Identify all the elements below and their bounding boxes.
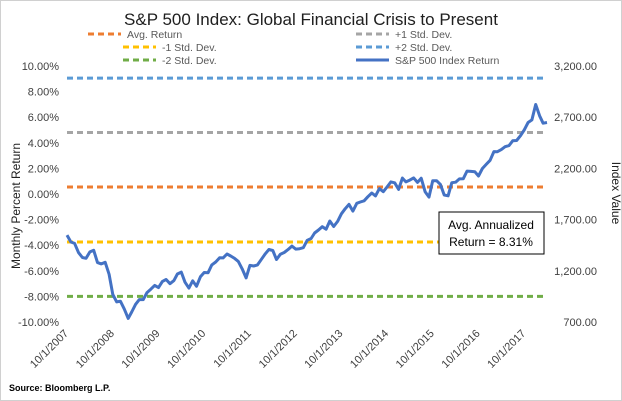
- annotation-box: Avg. Annualized Return = 8.31%: [438, 211, 545, 255]
- x-tick-label: 10/1/2008: [74, 328, 117, 371]
- x-tick-label: 10/1/2012: [257, 328, 300, 371]
- x-tick-label: 10/1/2013: [302, 328, 345, 371]
- y-right-axis-title: Index Value: [609, 162, 621, 225]
- y-left-tick-label: 6.00%: [28, 112, 59, 124]
- chart-title: S&P 500 Index: Global Financial Crisis t…: [124, 10, 498, 29]
- legend-label-plus-1-std: +1 Std. Dev.: [395, 29, 452, 41]
- x-ticks: 10/1/2007 10/1/2008 10/1/2009 10/1/2010 10/1…: [28, 328, 528, 371]
- y-right-tick-label: 3,200.00: [554, 61, 597, 73]
- series-line-sp500: [65, 103, 548, 320]
- annotation-line-1: Avg. Annualized: [448, 218, 534, 232]
- x-tick-label: 10/1/2014: [348, 328, 391, 371]
- y-right-tick-label: 1,200.00: [554, 266, 597, 278]
- x-tick-label: 10/1/2015: [394, 328, 437, 371]
- y-right-tick-label: 1,700.00: [554, 215, 597, 227]
- y-left-tick-label: -2.00%: [24, 215, 59, 227]
- y-left-tick-label: 2.00%: [28, 163, 59, 175]
- y-left-tick-label: 4.00%: [28, 138, 59, 150]
- y-left-tick-label: 10.00%: [22, 61, 60, 73]
- legend-label-plus-2-std: +2 Std. Dev.: [395, 42, 452, 54]
- y-right-ticks: 700.00 1,200.00 1,700.00 2,200.00 2,700.00 3,…: [554, 61, 597, 329]
- y-left-tick-label: 0.00%: [28, 189, 59, 201]
- reference-lines: [67, 76, 547, 298]
- annotation-line-2: Return = 8.31%: [449, 235, 533, 249]
- y-left-tick-label: 8.00%: [28, 87, 59, 99]
- x-tick-label: 10/1/2009: [120, 328, 163, 371]
- annotation-border: [438, 211, 545, 255]
- y-left-tick-label: -8.00%: [24, 291, 59, 303]
- y-right-tick-label: 2,200.00: [554, 163, 597, 175]
- legend-label-minus-1-std: -1 Std. Dev.: [162, 42, 217, 54]
- x-tick-label: 10/1/2011: [211, 328, 254, 371]
- x-tick-label: 10/1/2016: [440, 328, 483, 371]
- legend-label-avg-return: Avg. Return: [127, 29, 182, 41]
- legend-label-minus-2-std: -2 Std. Dev.: [162, 55, 217, 67]
- x-tick-label: 10/1/2007: [28, 328, 71, 371]
- legend-label-sp500: S&P 500 Index Return: [395, 55, 499, 67]
- y-left-tick-label: -10.00%: [18, 317, 59, 329]
- y-left-ticks: -10.00% -8.00% -6.00% -4.00% -2.00% 0.00% 2.00…: [18, 61, 59, 329]
- x-tick-label: 10/1/2010: [165, 328, 208, 371]
- y-right-tick-label: 2,700.00: [554, 112, 597, 124]
- x-tick-label: 10/1/2017: [485, 328, 528, 371]
- y-right-tick-label: 700.00: [563, 317, 597, 329]
- y-left-axis-title: Monthly Percent Return: [9, 143, 23, 269]
- y-left-tick-label: -4.00%: [24, 240, 59, 252]
- source-note: Source: Bloomberg L.P.: [9, 383, 110, 393]
- legend: Avg. Return +1 Std. Dev. -1 Std. Dev. +2…: [88, 29, 499, 67]
- y-left-tick-label: -6.00%: [24, 266, 59, 278]
